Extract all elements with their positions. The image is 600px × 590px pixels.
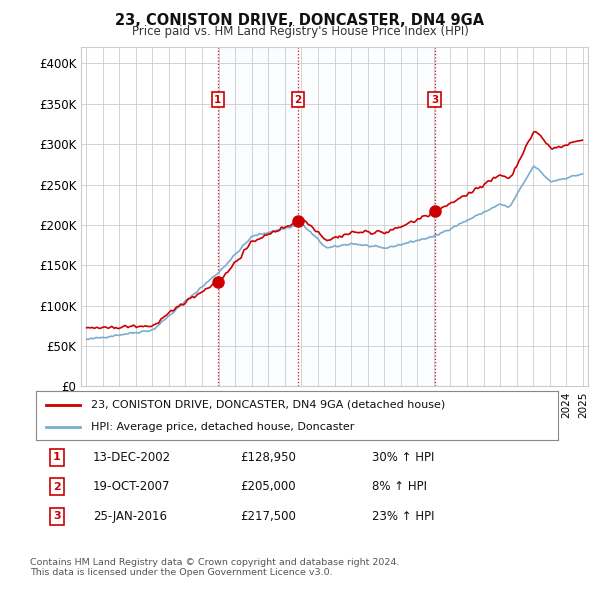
Text: Contains HM Land Registry data © Crown copyright and database right 2024.
This d: Contains HM Land Registry data © Crown c… (30, 558, 400, 577)
Text: HPI: Average price, detached house, Doncaster: HPI: Average price, detached house, Donc… (91, 422, 354, 432)
Text: £128,950: £128,950 (240, 451, 296, 464)
Text: Price paid vs. HM Land Registry's House Price Index (HPI): Price paid vs. HM Land Registry's House … (131, 25, 469, 38)
Text: 25-JAN-2016: 25-JAN-2016 (93, 510, 167, 523)
Text: 2: 2 (294, 95, 302, 104)
Bar (218, 47, 298, 386)
Text: 8% ↑ HPI: 8% ↑ HPI (372, 480, 427, 493)
Text: 3: 3 (431, 95, 438, 104)
Text: 23% ↑ HPI: 23% ↑ HPI (372, 510, 434, 523)
Text: 1: 1 (214, 95, 221, 104)
Text: 23, CONISTON DRIVE, DONCASTER, DN4 9GA (detached house): 23, CONISTON DRIVE, DONCASTER, DN4 9GA (… (91, 399, 445, 409)
Text: 13-DEC-2002: 13-DEC-2002 (93, 451, 171, 464)
Text: 2: 2 (53, 482, 61, 491)
Text: 1: 1 (53, 453, 61, 462)
Bar (298, 47, 434, 386)
Text: 19-OCT-2007: 19-OCT-2007 (93, 480, 170, 493)
Text: 30% ↑ HPI: 30% ↑ HPI (372, 451, 434, 464)
Text: 3: 3 (53, 512, 61, 521)
Text: £217,500: £217,500 (240, 510, 296, 523)
Text: 23, CONISTON DRIVE, DONCASTER, DN4 9GA: 23, CONISTON DRIVE, DONCASTER, DN4 9GA (115, 13, 485, 28)
Text: £205,000: £205,000 (240, 480, 296, 493)
